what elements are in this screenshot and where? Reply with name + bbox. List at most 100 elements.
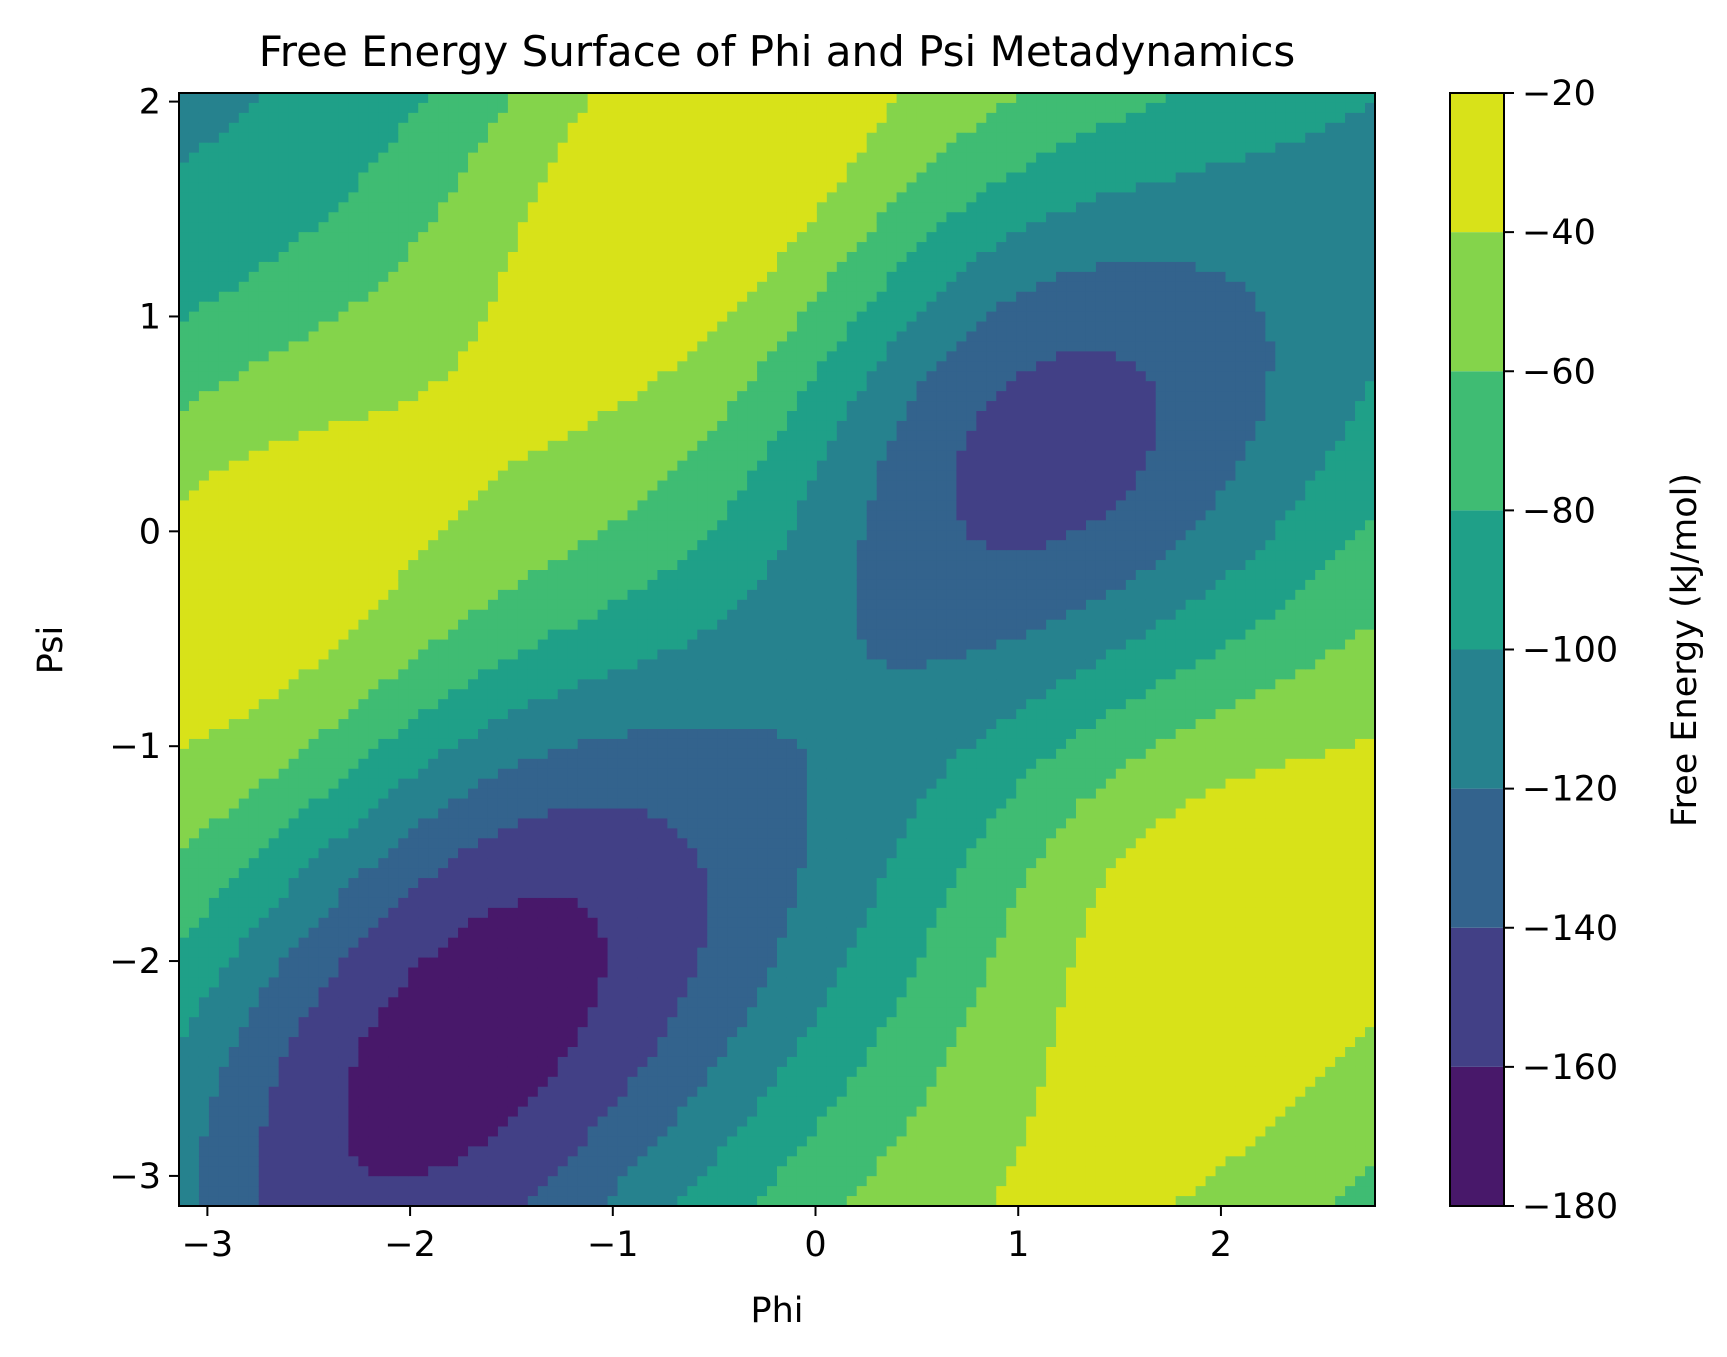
- contour-cell: [398, 719, 409, 730]
- contour-cell: [229, 888, 240, 899]
- contour-cell: [209, 173, 220, 184]
- contour-cell: [309, 898, 320, 909]
- contour-cell: [618, 252, 629, 263]
- contour-cell: [538, 1047, 549, 1058]
- contour-cell: [548, 709, 559, 720]
- contour-cell: [219, 759, 230, 770]
- contour-cell: [368, 520, 379, 531]
- contour-cell: [538, 530, 549, 541]
- contour-cell: [438, 878, 449, 889]
- contour-cell: [299, 699, 310, 710]
- contour-cell: [189, 322, 200, 333]
- contour-cell: [458, 1007, 469, 1018]
- contour-cell: [239, 550, 250, 561]
- contour-cell: [558, 282, 569, 293]
- contour-cell: [189, 451, 200, 462]
- contour-cell: [578, 769, 589, 780]
- contour-cell: [558, 1156, 569, 1167]
- contour-cell: [229, 848, 240, 859]
- contour-cell: [418, 361, 429, 372]
- contour-cell: [289, 1146, 300, 1157]
- contour-cell: [378, 938, 389, 949]
- contour-cell: [338, 93, 349, 104]
- contour-cell: [478, 381, 489, 392]
- contour-cell: [458, 401, 469, 412]
- contour-cell: [378, 1017, 389, 1028]
- contour-cell: [558, 719, 569, 730]
- contour-cell: [528, 1127, 539, 1138]
- contour-cell: [448, 1186, 459, 1197]
- contour-cell: [538, 938, 549, 949]
- contour-cell: [458, 659, 469, 670]
- contour-cell: [388, 600, 399, 611]
- contour-cell: [329, 212, 340, 223]
- contour-cell: [608, 1107, 619, 1118]
- contour-cell: [418, 1047, 429, 1058]
- contour-cell: [179, 93, 190, 104]
- contour-cell: [568, 709, 579, 720]
- contour-cell: [358, 848, 369, 859]
- contour-cell: [538, 878, 549, 889]
- contour-cell: [428, 232, 439, 243]
- contour-cell: [309, 987, 320, 998]
- contour-cell: [548, 1047, 559, 1058]
- contour-cell: [319, 938, 330, 949]
- contour-cell: [388, 799, 399, 810]
- contour-cell: [618, 212, 629, 223]
- contour-cell: [289, 948, 300, 959]
- contour-cell: [289, 918, 300, 929]
- contour-cell: [588, 411, 599, 422]
- contour-cell: [498, 491, 509, 502]
- contour-cell: [588, 600, 599, 611]
- contour-cell: [478, 650, 489, 661]
- contour-cell: [578, 1027, 589, 1038]
- contour-cell: [448, 143, 459, 154]
- contour-cell: [428, 252, 439, 263]
- contour-cell: [588, 312, 599, 323]
- contour-cell: [279, 1047, 290, 1058]
- contour-cell: [289, 938, 300, 949]
- contour-cell: [568, 809, 579, 820]
- contour-cell: [279, 182, 290, 193]
- contour-cell: [319, 600, 330, 611]
- contour-cell: [478, 441, 489, 452]
- contour-cell: [418, 719, 429, 730]
- contour-cell: [378, 481, 389, 492]
- contour-cell: [329, 540, 340, 551]
- contour-cell: [448, 520, 459, 531]
- contour-cell: [478, 272, 489, 283]
- contour-cell: [588, 163, 599, 174]
- contour-cell: [508, 659, 519, 670]
- contour-cell: [488, 878, 499, 889]
- contour-cell: [588, 630, 599, 641]
- contour-cell: [299, 332, 310, 343]
- contour-cell: [588, 878, 599, 889]
- contour-cell: [618, 322, 629, 333]
- contour-cell: [219, 322, 230, 333]
- contour-cell: [488, 242, 499, 253]
- contour-cell: [229, 709, 240, 720]
- contour-cell: [378, 659, 389, 670]
- contour-cell: [448, 1117, 459, 1128]
- contour-cell: [378, 779, 389, 790]
- contour-cell: [348, 133, 359, 144]
- contour-cell: [368, 332, 379, 343]
- contour-cell: [338, 451, 349, 462]
- contour-cell: [289, 838, 300, 849]
- contour-cell: [368, 451, 379, 462]
- contour-cell: [598, 878, 609, 889]
- contour-cell: [388, 242, 399, 253]
- contour-cell: [229, 123, 240, 134]
- contour-cell: [249, 709, 260, 720]
- contour-cell: [538, 1027, 549, 1038]
- contour-cell: [189, 1127, 200, 1138]
- contour-cell: [468, 1037, 479, 1048]
- contour-cell: [259, 1127, 270, 1138]
- contour-cell: [478, 679, 489, 690]
- contour-cell: [239, 232, 250, 243]
- contour-cell: [309, 322, 320, 333]
- contour-cell: [488, 530, 499, 541]
- contour-cell: [199, 192, 210, 203]
- contour-cell: [338, 431, 349, 442]
- contour-cell: [428, 540, 439, 551]
